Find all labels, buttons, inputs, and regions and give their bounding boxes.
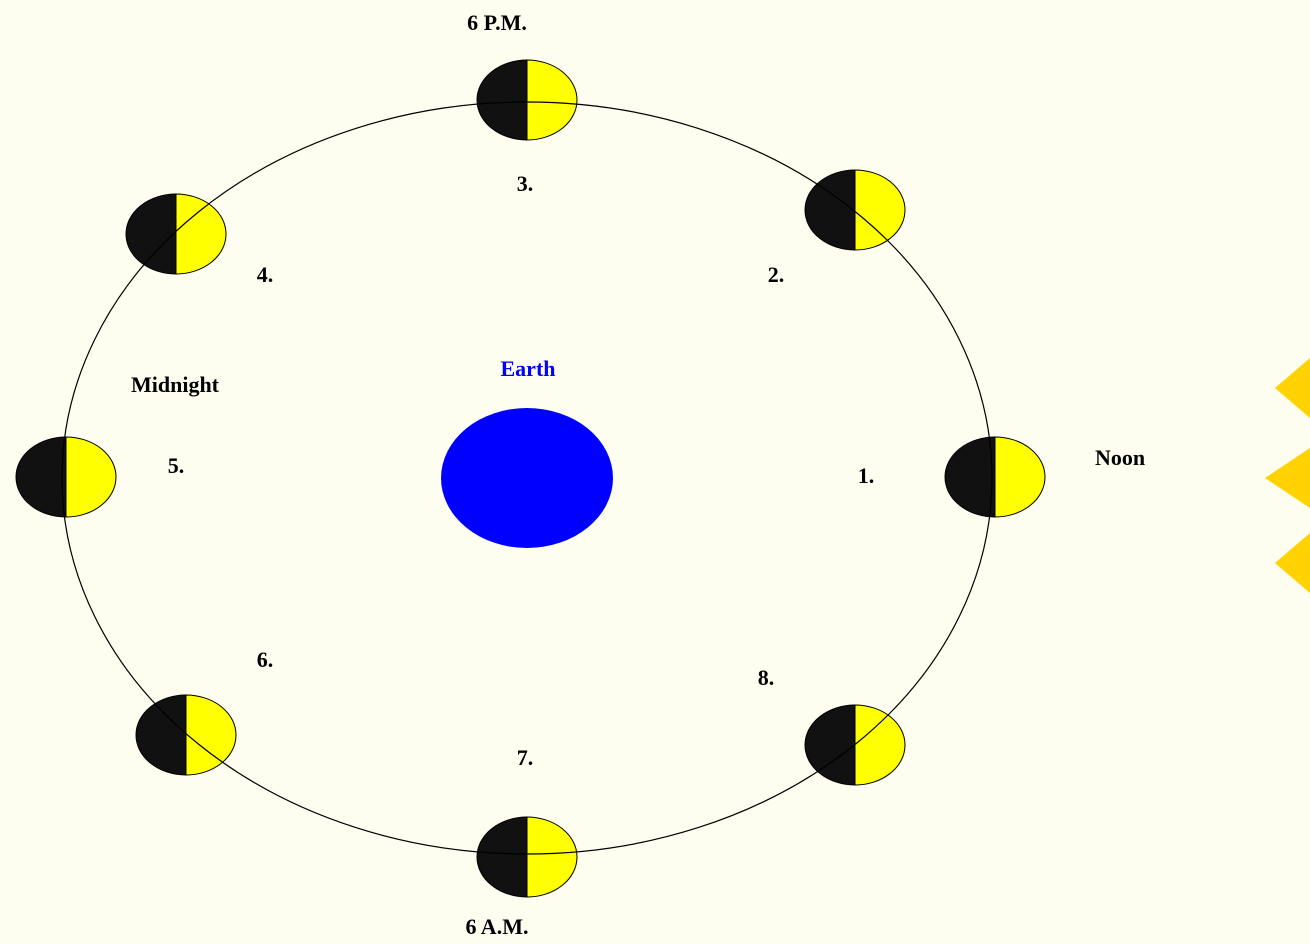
time-label: 6 A.M. bbox=[466, 914, 529, 939]
position-label: 1. bbox=[858, 463, 875, 488]
background bbox=[0, 0, 1310, 944]
position-label: 6. bbox=[257, 647, 274, 672]
page: Earth Noon 6 P.M. Midnight 6 A.M. 1. 2. … bbox=[0, 0, 1310, 944]
earth-label: Earth bbox=[501, 356, 556, 381]
earth bbox=[441, 408, 613, 548]
position-label: 3. bbox=[517, 171, 534, 196]
position-label: 5. bbox=[168, 453, 185, 478]
time-label: Noon bbox=[1095, 445, 1145, 470]
time-label: 6 P.M. bbox=[467, 10, 527, 35]
position-label: 8. bbox=[758, 665, 775, 690]
position-label: 2. bbox=[768, 262, 785, 287]
moon-phase-diagram: Earth Noon 6 P.M. Midnight 6 A.M. 1. 2. … bbox=[0, 0, 1310, 944]
position-label: 7. bbox=[517, 745, 534, 770]
time-label: Midnight bbox=[131, 372, 220, 397]
position-label: 4. bbox=[257, 262, 274, 287]
